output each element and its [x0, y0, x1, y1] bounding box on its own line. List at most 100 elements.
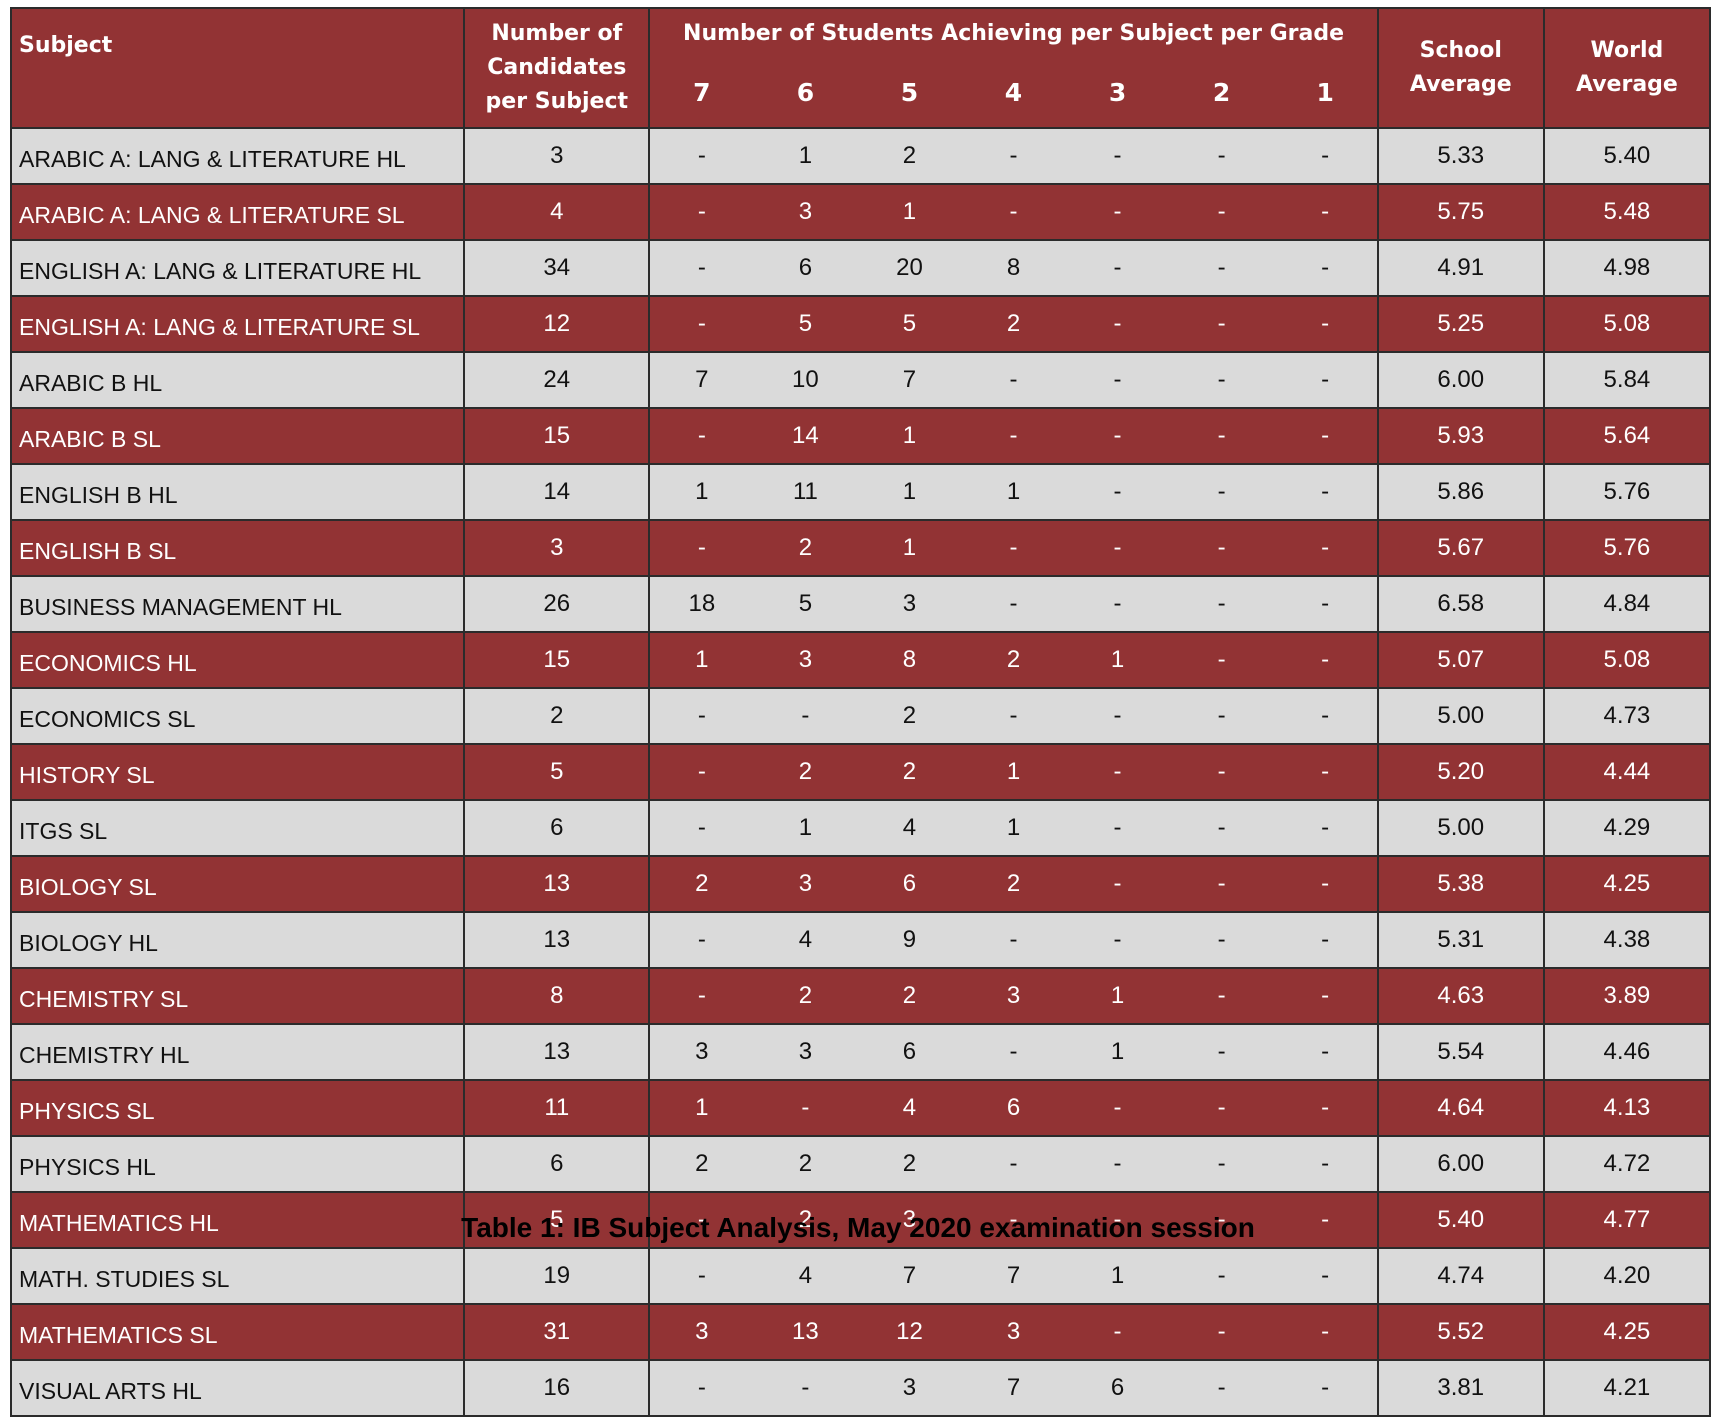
school-average-cell: 5.67: [1376, 519, 1545, 577]
subject-cell: BIOLOGY HL: [9, 911, 466, 969]
candidates-cell: 12: [463, 295, 651, 353]
grade-5-cell: 2: [857, 743, 962, 801]
table-row: PHYSICS HL 6 2 2 2- - - -6.00 4.72: [9, 1135, 1712, 1193]
grade-1-cell: -: [1273, 351, 1379, 409]
table-row: MATH. STUDIES SL 19-4 7 7 1- -4.74 4.20: [9, 1247, 1712, 1305]
school-average-cell: 5.86: [1376, 463, 1545, 521]
grade-6-cell: 2: [753, 743, 858, 801]
grade-4-cell: 1: [961, 743, 1066, 801]
grade-1-cell: -: [1273, 799, 1379, 857]
grade-1-cell: -: [1273, 743, 1379, 801]
subject-cell: ARABIC B HL: [9, 351, 466, 409]
grade-4-cell: 2: [961, 855, 1066, 913]
header-subject: Subject: [9, 7, 466, 129]
table-row: ARABIC A: LANG & LITERATURE HL 3-1 2- - - -5.…: [9, 127, 1712, 185]
grade-5-cell: 6: [857, 1023, 962, 1081]
header-school-average: School Average: [1376, 7, 1545, 129]
grade-3-cell: -: [1065, 239, 1170, 297]
grade-1-cell: -: [1273, 967, 1379, 1025]
candidates-cell: 13: [463, 911, 651, 969]
grade-1-cell: -: [1273, 183, 1379, 241]
world-average-cell: 4.46: [1542, 1023, 1712, 1081]
grade-5-cell: 5: [857, 295, 962, 353]
candidates-cell: 34: [463, 239, 651, 297]
grade-3-cell: -: [1065, 519, 1170, 577]
world-average-cell: 5.76: [1542, 519, 1712, 577]
subject-cell: PHYSICS SL: [9, 1079, 466, 1137]
world-average-cell: 4.13: [1542, 1079, 1712, 1137]
grade-2-cell: -: [1169, 911, 1274, 969]
grade-4-cell: 1: [961, 463, 1066, 521]
grade-5-cell: 9: [857, 911, 962, 969]
school-average-cell: 4.64: [1376, 1079, 1545, 1137]
grade-5-cell: 20: [857, 239, 962, 297]
header-grade-4: 4: [961, 59, 1066, 129]
candidates-cell: 15: [463, 407, 651, 465]
grade-1-cell: -: [1273, 127, 1379, 185]
candidates-cell: 11: [463, 1079, 651, 1137]
world-average-cell: 3.89: [1542, 967, 1712, 1025]
school-average-cell: 5.54: [1376, 1023, 1545, 1081]
candidates-cell: 31: [463, 1303, 651, 1361]
grade-7-cell: -: [648, 127, 754, 185]
grade-2-cell: -: [1169, 1135, 1274, 1193]
grade-6-cell: -: [753, 1359, 858, 1417]
grade-4-cell: 6: [961, 1079, 1066, 1137]
grade-3-cell: -: [1065, 1079, 1170, 1137]
grade-4-cell: 2: [961, 631, 1066, 689]
table-row: ENGLISH B SL 3-2 1- - - -5.67 5.76: [9, 519, 1712, 577]
school-average-cell: 3.81: [1376, 1359, 1545, 1417]
grade-3-cell: -: [1065, 799, 1170, 857]
candidates-cell: 5: [463, 743, 651, 801]
grade-6-cell: 2: [753, 1191, 858, 1249]
table-row: ARABIC B SL 15-14 1- - - -5.93 5.64: [9, 407, 1712, 465]
grade-7-cell: -: [648, 407, 754, 465]
school-average-cell: 5.38: [1376, 855, 1545, 913]
grade-4-cell: -: [961, 407, 1066, 465]
grade-1-cell: -: [1273, 1135, 1379, 1193]
candidates-cell: 13: [463, 1023, 651, 1081]
grade-1-cell: -: [1273, 1247, 1379, 1305]
table-row: ENGLISH B HL 14 1 11 1 1- - -5.86 5.76: [9, 463, 1712, 521]
world-average-cell: 4.77: [1542, 1191, 1712, 1249]
grade-3-cell: -: [1065, 407, 1170, 465]
school-average-cell: 5.52: [1376, 1303, 1545, 1361]
candidates-cell: 19: [463, 1247, 651, 1305]
grade-3-cell: -: [1065, 351, 1170, 409]
candidates-cell: 4: [463, 183, 651, 241]
subject-cell: HISTORY SL: [9, 743, 466, 801]
table-row: ENGLISH A: LANG & LITERATURE HL 34-6 20 8- -…: [9, 239, 1712, 297]
grade-6-cell: 5: [753, 295, 858, 353]
table-row: MATHEMATICS HL 5-2 3- - - -5.40 4.77: [9, 1191, 1712, 1249]
grade-4-cell: 8: [961, 239, 1066, 297]
grade-4-cell: -: [961, 687, 1066, 745]
grade-2-cell: -: [1169, 1303, 1274, 1361]
grade-1-cell: -: [1273, 1023, 1379, 1081]
grade-5-cell: 4: [857, 1079, 962, 1137]
grade-1-cell: -: [1273, 631, 1379, 689]
grade-4-cell: -: [961, 1135, 1066, 1193]
grade-6-cell: 2: [753, 519, 858, 577]
table-row: MATHEMATICS SL 31 3 13 12 3- - -5.52 4.25: [9, 1303, 1712, 1361]
subject-cell: ECONOMICS HL: [9, 631, 466, 689]
world-average-cell: 5.76: [1542, 463, 1712, 521]
subject-cell: PHYSICS HL: [9, 1135, 466, 1193]
grade-6-cell: 11: [753, 463, 858, 521]
school-average-cell: 5.00: [1376, 687, 1545, 745]
school-average-cell: 6.00: [1376, 351, 1545, 409]
school-average-cell: 4.74: [1376, 1247, 1545, 1305]
grade-3-cell: -: [1065, 855, 1170, 913]
grade-3-cell: -: [1065, 183, 1170, 241]
grade-1-cell: -: [1273, 463, 1379, 521]
grade-7-cell: 3: [648, 1023, 754, 1081]
grade-7-cell: 18: [648, 575, 754, 633]
grade-2-cell: -: [1169, 463, 1274, 521]
grade-2-cell: -: [1169, 295, 1274, 353]
grade-7-cell: -: [648, 1359, 754, 1417]
grade-7-cell: -: [648, 911, 754, 969]
grade-1-cell: -: [1273, 1359, 1379, 1417]
grade-4-cell: 3: [961, 967, 1066, 1025]
grade-4-cell: 3: [961, 1303, 1066, 1361]
world-average-cell: 4.73: [1542, 687, 1712, 745]
grade-7-cell: -: [648, 519, 754, 577]
